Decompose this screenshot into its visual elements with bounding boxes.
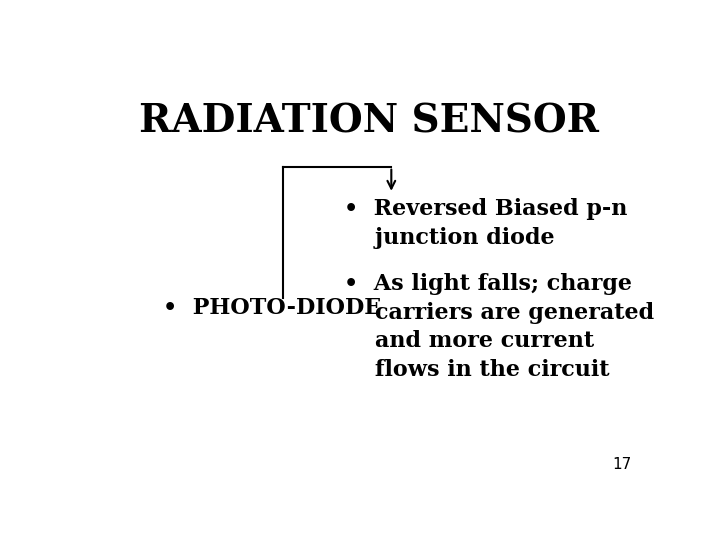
Text: •  PHOTO-DIODE: • PHOTO-DIODE [163,297,381,319]
Text: RADIATION SENSOR: RADIATION SENSOR [139,102,599,140]
Text: •  Reversed Biased p-n
    junction diode: • Reversed Biased p-n junction diode [344,198,627,248]
Text: 17: 17 [612,457,631,472]
Text: •  As light falls; charge
    carriers are generated
    and more current
    fl: • As light falls; charge carriers are ge… [344,273,654,381]
